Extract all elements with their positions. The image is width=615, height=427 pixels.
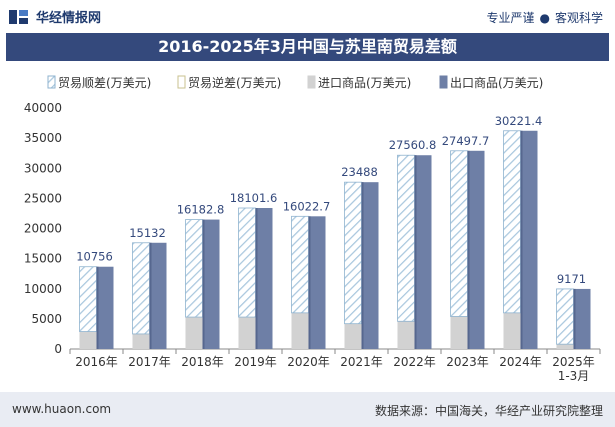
y-tick-label-6: 30000 [24,161,62,175]
data-label-2: 16182.8 [177,203,225,217]
bar-import-5 [344,323,362,349]
bar-surplus-8 [503,130,521,314]
data-label-9: 9171 [557,272,586,286]
bar-export-shade-0 [96,266,99,349]
huajing-logo-icon [9,9,28,24]
slogan: 专业严谨 ● 客观科学 [486,9,603,26]
bar-export-shade-6 [414,155,417,349]
bar-surplus-5 [344,181,362,325]
x-tick-label-4: 2020年 [287,355,330,369]
bar-export-shade-9 [573,288,576,349]
top-bar: 华经情报网 专业严谨 ● 客观科学 [0,0,615,32]
bar-import-3 [238,317,256,349]
data-label-3: 18101.6 [230,191,278,205]
bar-chart: 贸易顺差(万美元) 贸易逆差(万美元) 进口商品(万美元) 出口商品(万美元) 0 50… [24,75,601,383]
chart-legend: 贸易顺差(万美元) 贸易逆差(万美元) 进口商品(万美元) 出口商品(万美元) [47,75,543,90]
brand-name: 华经情报网 [36,11,102,26]
footer-source: 数据来源：中国海关，华经产业研究院整理 [374,404,603,418]
bullet-dot-icon: ● [539,11,550,25]
data-label-5: 23488 [341,165,378,179]
y-tick-label-0: 0 [54,342,62,356]
y-tick-label-8: 40000 [24,101,62,115]
y-tick-label-5: 25000 [24,191,62,205]
x-tick-label-1: 2017年 [128,355,171,369]
chart-data-labels: 10756 15132 16182.8 18101.6 16022.7 23488 2756… [76,114,586,286]
y-tick-label-4: 20000 [24,222,62,236]
bar-export-shade-5 [361,182,364,349]
bar-export-9 [573,288,591,349]
legend-swatch-2 [307,75,316,89]
data-label-1: 15132 [129,226,166,240]
data-label-0: 10756 [76,250,113,264]
bar-export-shade-1 [149,242,152,349]
bar-surplus-3 [238,207,256,318]
data-label-7: 27497.7 [442,134,490,148]
bar-import-6 [397,321,415,349]
bar-import-0 [79,331,97,349]
x-tick-label-5: 2021年 [340,355,383,369]
y-tick-label-7: 35000 [24,131,62,145]
bar-import-1 [132,333,150,349]
legend-label-2: 进口商品(万美元) [318,75,411,90]
bar-export-3 [255,208,273,349]
legend-label-3: 出口商品(万美元) [450,75,543,90]
data-label-4: 16022.7 [283,199,331,213]
bar-export-2 [202,219,220,349]
bar-export-5 [361,182,379,349]
legend-swatch-1 [177,75,186,89]
bar-export-shade-4 [308,216,311,349]
x-tick-label-2: 2018年 [181,355,224,369]
bar-surplus-2 [185,219,203,318]
bar-import-9 [556,344,574,349]
bar-export-0 [96,266,114,349]
slogan-left: 专业严谨 [486,11,535,25]
bar-import-4 [291,312,309,349]
y-tick-label-1: 5000 [31,312,62,326]
bar-export-shade-7 [467,150,470,349]
legend-swatch-0 [47,75,56,89]
bar-export-6 [414,155,432,349]
bar-export-1 [149,242,167,349]
x-tick-label-6: 2022年 [393,355,436,369]
bar-export-4 [308,216,326,349]
bar-surplus-9 [556,288,574,345]
y-tick-label-3: 15000 [24,252,62,266]
bar-export-7 [467,150,485,349]
data-label-6: 27560.8 [389,138,437,152]
chart-title: 2016-2025年3月中国与苏里南贸易差额 [6,33,609,61]
slogan-right: 客观科学 [554,11,603,25]
bar-import-8 [503,312,521,349]
legend-label-0: 贸易顺差(万美元) [58,76,151,90]
brand[interactable]: 华经情报网 [8,7,101,26]
x-tick-label-9: 2025年 1-3月 [552,355,595,383]
chart-axes: 0 5000 10000 15000 20000 25000 30000 35000 40000… [24,101,601,383]
data-label-8: 30221.4 [495,114,543,128]
bar-export-shade-8 [520,130,523,349]
x-tick-label-0: 2016年 [75,355,118,369]
footer: www.huaon.com 数据来源：中国海关，华经产业研究院整理 [0,392,615,427]
bar-surplus-7 [450,150,468,317]
bar-export-shade-2 [202,219,205,349]
bar-surplus-6 [397,154,415,322]
bar-surplus-4 [291,215,309,314]
x-tick-label-8: 2024年 [499,355,542,369]
footer-url[interactable]: www.huaon.com [12,402,112,416]
chart-bars [79,130,591,349]
x-tick-label-7: 2023年 [446,355,489,369]
y-tick-label-2: 10000 [24,282,62,296]
legend-label-1: 贸易逆差(万美元) [188,75,281,90]
bar-surplus-1 [132,242,150,335]
bar-import-7 [450,316,468,349]
bar-export-shade-3 [255,208,258,349]
x-tick-label-3: 2019年 [234,355,277,369]
bar-import-2 [185,317,203,349]
bar-export-8 [520,130,538,349]
legend-swatch-3 [439,75,448,89]
bar-surplus-0 [79,266,97,332]
